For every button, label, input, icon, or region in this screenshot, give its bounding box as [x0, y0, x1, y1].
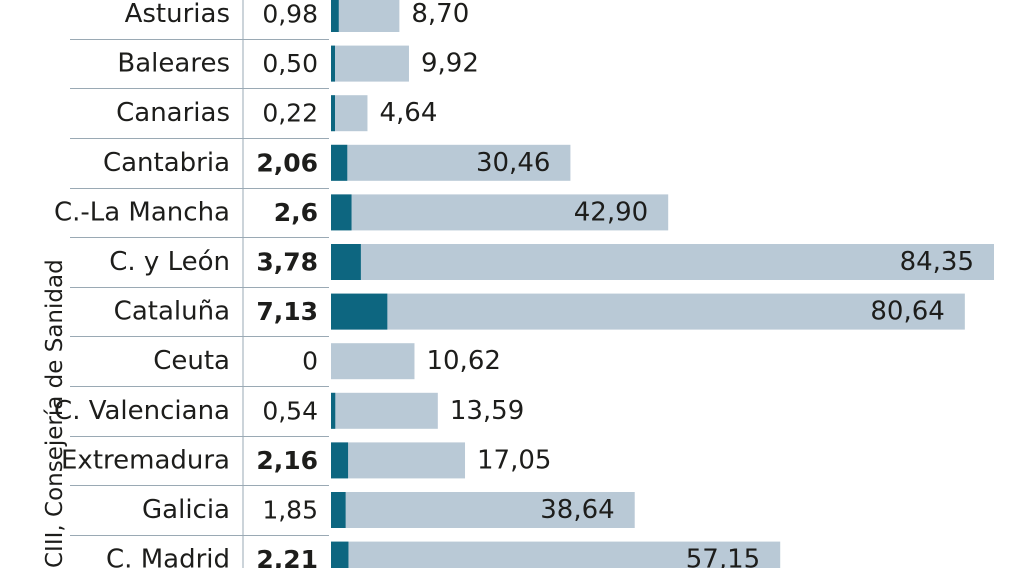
total-value-label: 30,46	[476, 148, 550, 178]
total-value-label: 84,35	[900, 247, 974, 277]
total-bar	[331, 244, 994, 280]
category-label: C. y León	[109, 247, 230, 277]
total-value-label: 4,64	[379, 98, 437, 128]
total-value-label: 9,92	[421, 49, 479, 79]
small-value-label: 2,6	[274, 198, 318, 227]
small-value-label: 1,85	[262, 496, 318, 525]
category-label: C. Valenciana	[54, 396, 230, 426]
total-bar	[331, 45, 409, 82]
small-value-label: 3,78	[256, 248, 318, 277]
total-bar	[331, 293, 965, 330]
category-label: Galicia	[142, 495, 230, 525]
total-bar	[331, 95, 368, 132]
total-bar	[331, 392, 438, 429]
highlight-bar	[331, 442, 349, 479]
small-value-label: 2,06	[256, 148, 318, 177]
total-bar	[331, 541, 781, 568]
category-label: Baleares	[117, 49, 230, 79]
highlight-bar	[331, 194, 352, 231]
small-value-label: 0	[302, 347, 318, 376]
small-value-label: 2,16	[256, 446, 318, 475]
total-value-label: 38,64	[540, 495, 614, 525]
small-value-label: 2,21	[256, 545, 318, 568]
category-label: Ceuta	[153, 346, 230, 376]
total-value-label: 42,90	[574, 197, 648, 227]
total-value-label: 80,64	[870, 297, 944, 327]
total-bar	[331, 442, 466, 479]
category-label: C.-La Mancha	[54, 197, 230, 227]
category-label: Cantabria	[103, 148, 230, 178]
highlight-bar	[331, 293, 388, 330]
small-value-label: 0,50	[262, 49, 318, 78]
total-value-label: 13,59	[450, 396, 524, 426]
small-value-label: 0,54	[262, 396, 318, 425]
total-value-label: 10,62	[426, 346, 500, 376]
category-label: Cataluña	[114, 297, 230, 327]
total-value-label: 8,70	[411, 0, 469, 29]
small-value-label: 0,22	[262, 99, 318, 128]
total-bar	[331, 144, 571, 181]
total-value-label: 57,15	[686, 545, 760, 568]
total-bar	[331, 343, 415, 380]
highlight-bar	[331, 45, 335, 82]
total-bar	[331, 492, 635, 528]
total-bar	[331, 0, 400, 32]
highlight-bar	[331, 144, 348, 181]
category-label: C. Madrid	[106, 545, 230, 568]
small-value-label: 0,98	[262, 0, 318, 29]
total-value-label: 17,05	[477, 445, 551, 475]
highlight-bar	[331, 244, 361, 280]
small-value-label: 7,13	[256, 297, 318, 326]
highlight-bar	[331, 0, 339, 32]
highlight-bar	[331, 392, 336, 429]
highlight-bar	[331, 95, 335, 132]
total-bar	[331, 194, 669, 231]
category-label: Asturias	[125, 0, 230, 29]
highlight-bar	[331, 492, 346, 528]
highlight-bar	[331, 541, 349, 568]
category-label: Extremadura	[61, 445, 230, 475]
category-label: Canarias	[116, 98, 230, 128]
